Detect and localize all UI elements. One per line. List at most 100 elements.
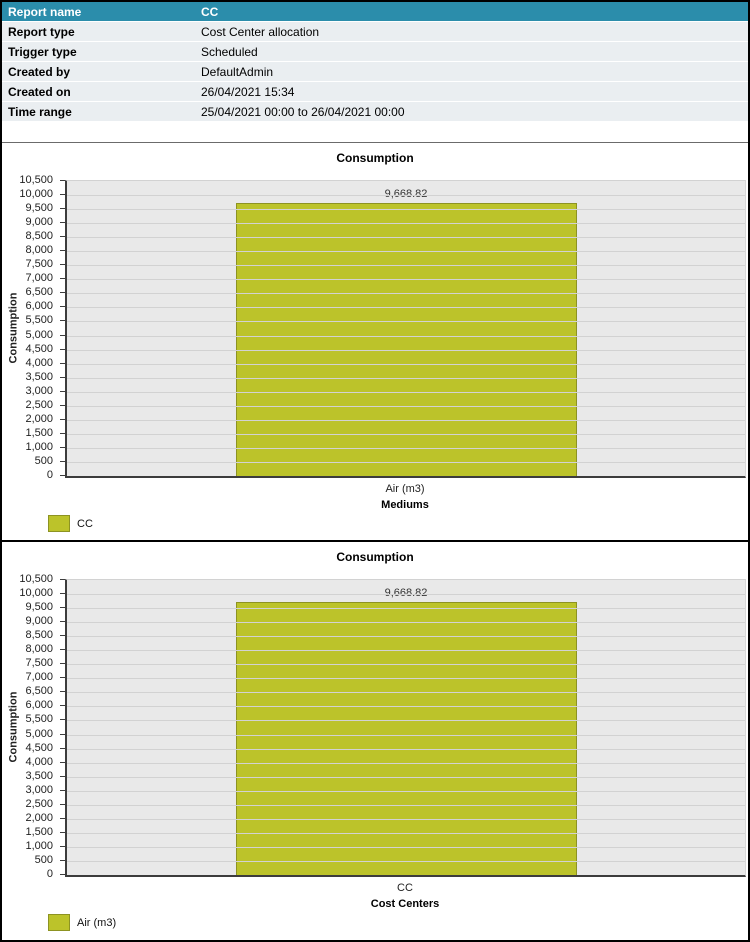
gridline	[67, 420, 745, 421]
gridline	[67, 861, 745, 862]
y-tick-mark	[60, 719, 65, 720]
y-tick-mark	[60, 663, 65, 664]
gridline	[67, 364, 745, 365]
y-tick-mark	[60, 363, 65, 364]
y-tick-label: 3,000	[25, 385, 53, 397]
report-info-row-trigger: Trigger type Scheduled	[2, 42, 748, 62]
y-tick-mark	[60, 194, 65, 195]
gridline	[67, 678, 745, 679]
y-tick-label: 500	[34, 455, 53, 467]
y-tick-label: 2,500	[25, 399, 53, 411]
gridline	[67, 378, 745, 379]
x-axis-title: Mediums	[381, 499, 429, 511]
gridline	[67, 350, 745, 351]
y-tick-label: 1,000	[25, 840, 53, 852]
gridline	[67, 805, 745, 806]
y-tick-mark	[60, 292, 65, 293]
gridline	[67, 720, 745, 721]
y-tick-label: 6,500	[25, 286, 53, 298]
y-tick-mark	[60, 250, 65, 251]
y-tick-label: 9,000	[25, 216, 53, 228]
legend: Air (m3)	[48, 914, 116, 931]
y-tick-label: 8,500	[25, 629, 53, 641]
y-tick-mark	[60, 433, 65, 434]
mediums-consumption-chart: Consumption Consumption 0 500 1,000 1,500 2,…	[2, 142, 748, 540]
gridline	[67, 664, 745, 665]
y-tick-label: 4,500	[25, 343, 53, 355]
gridline	[67, 434, 745, 435]
y-tick-mark	[60, 734, 65, 735]
gridline	[67, 735, 745, 736]
y-tick-mark	[60, 832, 65, 833]
y-tick-label: 7,500	[25, 657, 53, 669]
gridline	[67, 336, 745, 337]
gridline	[67, 195, 745, 196]
y-tick-label: 1,500	[25, 826, 53, 838]
gridline	[67, 251, 745, 252]
y-tick-label: 8,000	[25, 244, 53, 256]
y-tick-label: 2,500	[25, 798, 53, 810]
gridline	[67, 608, 745, 609]
y-tick-mark	[60, 335, 65, 336]
gridline	[67, 650, 745, 651]
y-tick-label: 6,000	[25, 699, 53, 711]
y-tick-mark	[60, 705, 65, 706]
y-tick-mark	[60, 264, 65, 265]
plot-area: 9,668.82	[65, 579, 746, 877]
info-label: Report name	[8, 4, 82, 19]
y-tick-mark	[60, 461, 65, 462]
legend: CC	[48, 515, 93, 532]
y-tick-label: 5,000	[25, 329, 53, 341]
gridline	[67, 279, 745, 280]
chart-title: Consumption	[336, 151, 414, 165]
report-info-row-type: Report type Cost Center allocation	[2, 22, 748, 42]
gridline	[67, 237, 745, 238]
gridline	[67, 636, 745, 637]
legend-swatch	[48, 515, 70, 532]
report-info-row-created-on: Created on 26/04/2021 15:34	[2, 82, 748, 102]
y-tick-label: 8,500	[25, 230, 53, 242]
y-tick-mark	[60, 278, 65, 279]
y-tick-mark	[60, 391, 65, 392]
y-tick-label: 5,500	[25, 314, 53, 326]
spacer	[2, 122, 748, 142]
y-tick-label: 0	[46, 868, 53, 880]
gridline	[67, 307, 745, 308]
y-tick-mark	[60, 790, 65, 791]
legend-swatch	[48, 914, 70, 931]
y-tick-mark	[60, 579, 65, 580]
gridline	[67, 706, 745, 707]
gridline	[67, 833, 745, 834]
info-value: Scheduled	[201, 44, 258, 59]
gridline	[67, 462, 745, 463]
x-axis-title: Cost Centers	[370, 898, 440, 910]
y-tick-labels: 0 500 1,000 1,500 2,000 2,500 3,000 3,500 4,000 4…	[2, 573, 57, 880]
y-tick-label: 4,000	[25, 357, 53, 369]
y-tick-mark	[60, 593, 65, 594]
plot-area: 9,668.82	[65, 180, 746, 478]
report-info-row-name: Report name CC	[2, 2, 748, 22]
y-tick-label: 10,000	[19, 587, 53, 599]
info-value: CC	[201, 4, 219, 19]
y-tick-marks	[60, 180, 65, 476]
y-tick-mark	[60, 306, 65, 307]
y-tick-mark	[60, 691, 65, 692]
y-tick-label: 9,500	[25, 601, 53, 613]
y-tick-mark	[60, 475, 65, 476]
gridline	[67, 209, 745, 210]
y-tick-mark	[60, 776, 65, 777]
y-tick-label: 5,000	[25, 728, 53, 740]
y-tick-label: 4,000	[25, 756, 53, 768]
gridline	[67, 392, 745, 393]
gridline	[67, 749, 745, 750]
y-tick-mark	[60, 649, 65, 650]
info-value: 25/04/2021 00:00 to 26/04/2021 00:00	[201, 104, 405, 119]
y-tick-label: 6,000	[25, 300, 53, 312]
legend-label: CC	[77, 517, 93, 530]
x-tick-label: CC	[397, 882, 413, 894]
gridline	[67, 293, 745, 294]
gridline	[67, 223, 745, 224]
y-tick-mark	[60, 762, 65, 763]
gridline	[67, 847, 745, 848]
bar	[235, 602, 577, 875]
